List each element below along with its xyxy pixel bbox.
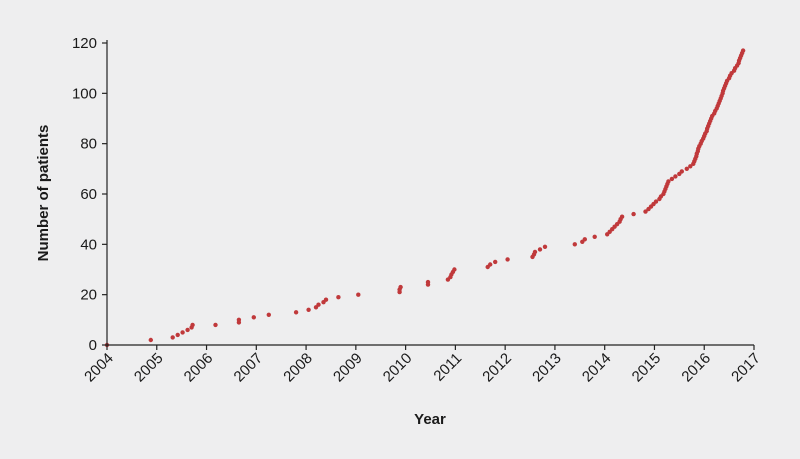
data-point: [684, 166, 689, 171]
data-point: [582, 237, 587, 242]
axes: [106, 40, 754, 346]
data-point: [213, 322, 218, 328]
data-point: [688, 164, 693, 169]
data-point: [293, 310, 299, 315]
data-point: [316, 302, 321, 307]
x-tick-label: 2005: [131, 350, 167, 386]
x-axis-title: Year: [414, 411, 446, 428]
x-tick-label: 2008: [280, 350, 316, 386]
data-point: [666, 179, 671, 184]
data-point: [356, 292, 361, 297]
data-point: [323, 297, 329, 302]
data-point: [452, 267, 457, 272]
data-point: [251, 315, 256, 320]
y-tick-label: 0: [89, 337, 97, 354]
data-points: [104, 48, 746, 348]
x-tick-label: 2006: [181, 350, 217, 386]
x-tick-label: 2012: [479, 350, 515, 386]
x-tick-label: 2011: [430, 350, 465, 385]
x-tick-label: 2014: [579, 350, 615, 386]
x-tick-label: 2013: [529, 350, 565, 386]
data-point: [537, 247, 543, 252]
data-point: [493, 259, 498, 265]
data-point: [592, 234, 597, 239]
data-point: [148, 337, 153, 343]
x-tick-label: 2016: [678, 350, 714, 386]
x-tick-label: 2017: [728, 350, 764, 386]
data-point: [398, 284, 403, 290]
y-tick-label: 60: [80, 186, 97, 203]
data-point: [236, 317, 242, 322]
data-point: [306, 307, 311, 312]
data-point: [673, 174, 678, 179]
x-tick-label: 2009: [330, 350, 366, 386]
data-point: [170, 335, 175, 340]
data-point: [175, 332, 180, 338]
x-tick-label: 2004: [81, 350, 117, 386]
data-point: [266, 312, 271, 317]
y-axis-ticks: 0 20 40 60 80 100 120: [72, 35, 107, 354]
x-axis-ticks: 2004 2005 2006 2007 2008 2009 2010 2011 2012 2013…: [81, 345, 764, 385]
y-tick-label: 80: [80, 136, 97, 153]
data-point: [653, 199, 659, 204]
data-point: [532, 249, 538, 255]
x-tick-label: 2007: [231, 350, 267, 386]
data-point: [572, 242, 577, 247]
data-point: [185, 327, 190, 333]
data-point: [619, 214, 625, 219]
data-point: [669, 176, 675, 182]
data-point: [679, 169, 684, 174]
y-tick-label: 20: [80, 287, 97, 304]
x-tick-label: 2010: [380, 350, 416, 386]
x-tick-label: 2015: [629, 350, 665, 386]
y-tick-label: 100: [72, 85, 97, 102]
y-tick-label: 120: [72, 35, 97, 52]
data-point: [505, 257, 510, 262]
data-point: [425, 279, 431, 285]
data-point: [336, 295, 341, 300]
data-point: [180, 330, 185, 335]
data-point: [631, 211, 636, 217]
data-point: [190, 322, 195, 328]
data-point: [488, 262, 493, 267]
data-point: [542, 244, 548, 249]
y-axis-title: Number of patients: [35, 125, 52, 262]
y-tick-label: 40: [80, 236, 97, 253]
data-point: [740, 48, 746, 53]
data-point: [643, 209, 648, 214]
